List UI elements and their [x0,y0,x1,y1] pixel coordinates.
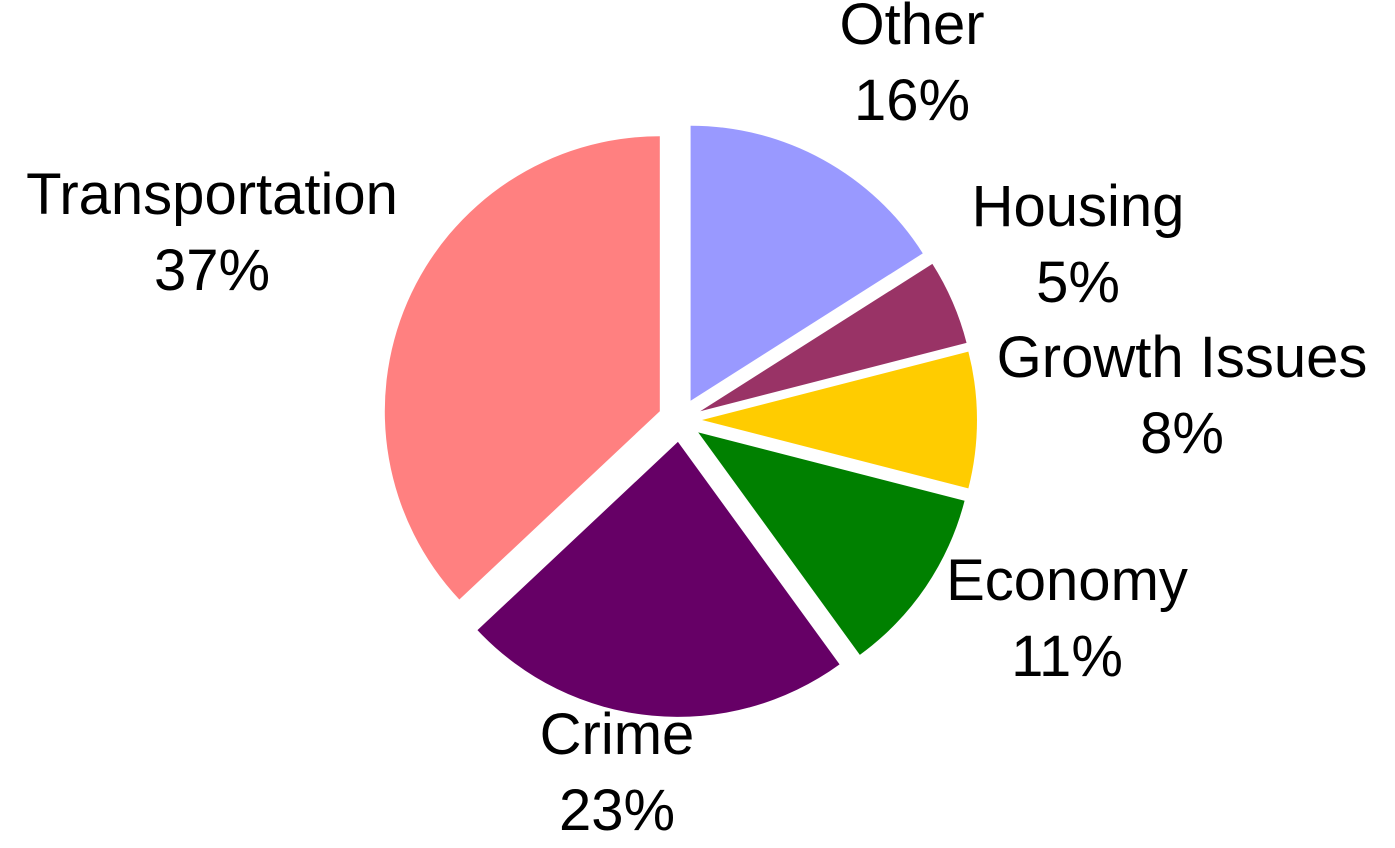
pie-label-percent: 5% [1036,250,1120,315]
pie-labels: Other 16%Housing 5% Growth Issues 8% Economy 1… [26,0,1367,843]
pie-slice-crime [477,441,840,717]
pie-slices [384,125,977,717]
pie-slice-other [690,125,923,401]
pie-slice-transportation [384,136,660,600]
pie-label-percent: 23% [559,778,675,843]
pie-slice-housing [700,263,967,412]
pie-label-other: Other 16% [839,0,984,133]
pie-label-name: Growth Issues [997,325,1368,390]
pie-label-name: Housing [972,174,1185,239]
pie-label-name: Transportation [26,162,398,227]
pie-label-name: Other [839,0,984,57]
pie-label-name: Crime [540,702,695,767]
pie-label-transportation: Transportation 37% [26,162,398,303]
pie-slice-growth-issues [702,351,977,489]
pie-label-percent: 37% [154,238,270,303]
pie-label-name: Economy [946,548,1188,613]
pie-label-percent: 16% [854,68,970,133]
pie-label-housing: Housing 5% [972,174,1185,315]
pie-label-economy: Economy 11% [946,548,1188,689]
pie-label-crime: Crime 23% [540,702,695,843]
pie-label-percent: 8% [1140,401,1224,466]
pie-slice-economy [698,432,965,655]
pie-label-growth-issues: Growth Issues 8% [997,325,1368,466]
pie-label-percent: 11% [1011,624,1123,689]
